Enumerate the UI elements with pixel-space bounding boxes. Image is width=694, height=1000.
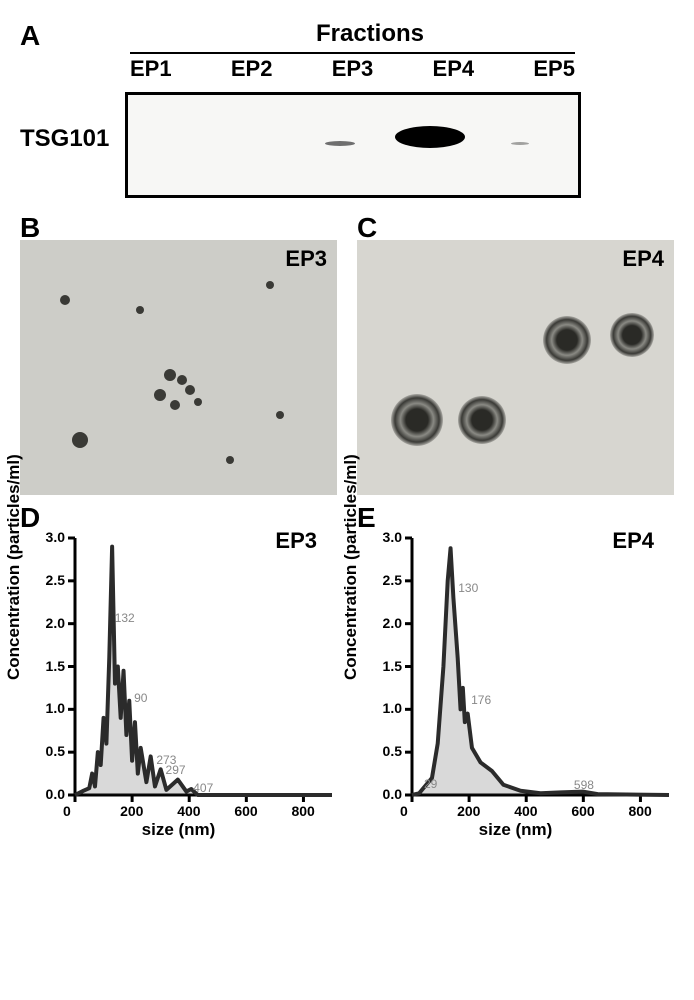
chart-svg <box>20 530 337 840</box>
peak-label: 132 <box>115 611 135 625</box>
chart-svg <box>357 530 674 840</box>
figure: A Fractions EP1 EP2 EP3 EP4 EP5 TSG101 B… <box>20 20 674 840</box>
blot-band <box>511 142 529 145</box>
chart-ep4: E EP4 Concentration (particles/ml) size … <box>357 530 674 840</box>
chart-ep3: D EP3 Concentration (particles/ml) size … <box>20 530 337 840</box>
peak-label: 90 <box>134 691 147 705</box>
micrograph-ep3: EP3 <box>20 240 337 495</box>
fraction-labels: EP1 EP2 EP3 EP4 EP5 <box>130 56 575 82</box>
particle-dot <box>177 375 187 385</box>
particle-dot <box>136 306 144 314</box>
particle-dot <box>276 411 284 419</box>
y-tick-label: 2.5 <box>383 572 402 588</box>
blot-band <box>325 141 355 146</box>
y-tick-label: 0.0 <box>46 786 65 802</box>
particle-dot <box>226 456 234 464</box>
x-tick-label: 0 <box>400 803 408 819</box>
y-tick-label: 2.5 <box>46 572 65 588</box>
y-tick-label: 2.0 <box>383 615 402 631</box>
panel-a-label: A <box>20 20 40 52</box>
fraction-label: EP2 <box>231 56 273 82</box>
particle-dot <box>185 385 195 395</box>
x-tick-label: 400 <box>514 803 537 819</box>
particle-dot <box>266 281 274 289</box>
y-tick-label: 1.0 <box>46 700 65 716</box>
particle-dot <box>60 295 70 305</box>
fractions-header: Fractions <box>170 20 570 48</box>
vesicle-ring <box>391 394 443 446</box>
fractions-line <box>130 52 575 54</box>
micrograph-ep4: EP4 <box>357 240 674 495</box>
y-tick-label: 3.0 <box>46 529 65 545</box>
peak-label: 407 <box>193 781 213 795</box>
peak-label: 598 <box>574 778 594 792</box>
particle-dot <box>164 369 176 381</box>
particle-dot <box>170 400 180 410</box>
panel-a: A Fractions EP1 EP2 EP3 EP4 EP5 TSG101 <box>20 20 674 215</box>
particle-dot <box>194 398 202 406</box>
y-tick-label: 2.0 <box>46 615 65 631</box>
particle-dot <box>154 389 166 401</box>
x-tick-label: 200 <box>457 803 480 819</box>
fraction-label: EP5 <box>533 56 575 82</box>
x-tick-label: 400 <box>177 803 200 819</box>
y-tick-label: 0.0 <box>383 786 402 802</box>
peak-label: 297 <box>166 763 186 777</box>
x-tick-label: 600 <box>571 803 594 819</box>
x-tick-label: 800 <box>628 803 651 819</box>
fraction-label: EP1 <box>130 56 172 82</box>
particle-dot <box>72 432 88 448</box>
vesicle-ring <box>458 396 506 444</box>
y-tick-label: 0.5 <box>46 743 65 759</box>
micrograph-label: EP4 <box>622 246 664 272</box>
vesicle-ring <box>610 313 654 357</box>
y-tick-label: 1.5 <box>383 658 402 674</box>
peak-label: 29 <box>424 777 437 791</box>
peak-label: 130 <box>458 581 478 595</box>
x-tick-label: 800 <box>291 803 314 819</box>
peak-label: 176 <box>471 693 491 707</box>
y-tick-label: 1.5 <box>46 658 65 674</box>
micrograph-label: EP3 <box>285 246 327 272</box>
y-tick-label: 1.0 <box>383 700 402 716</box>
blot-band <box>395 126 465 148</box>
western-blot <box>125 92 581 198</box>
x-tick-label: 200 <box>120 803 143 819</box>
chart-row: D EP3 Concentration (particles/ml) size … <box>20 530 674 840</box>
x-tick-label: 0 <box>63 803 71 819</box>
x-tick-label: 600 <box>234 803 257 819</box>
fraction-label: EP4 <box>433 56 475 82</box>
y-tick-label: 0.5 <box>383 743 402 759</box>
vesicle-ring <box>543 316 591 364</box>
row-label-tsg101: TSG101 <box>20 125 109 153</box>
fraction-label: EP3 <box>332 56 374 82</box>
y-tick-label: 3.0 <box>383 529 402 545</box>
